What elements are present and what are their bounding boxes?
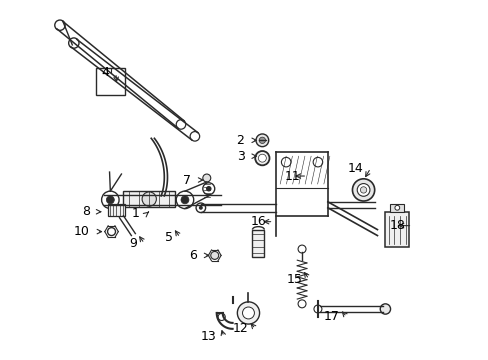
- Circle shape: [255, 151, 269, 165]
- Circle shape: [313, 305, 321, 313]
- Text: 1: 1: [131, 207, 139, 220]
- Circle shape: [102, 191, 119, 208]
- Circle shape: [196, 203, 205, 212]
- Circle shape: [142, 192, 156, 206]
- Circle shape: [259, 137, 265, 144]
- Text: 8: 8: [81, 205, 89, 218]
- Text: 17: 17: [323, 310, 339, 323]
- Text: 11: 11: [284, 170, 300, 183]
- Text: 7: 7: [183, 174, 190, 186]
- Text: 4: 4: [101, 66, 108, 79]
- Circle shape: [205, 186, 211, 192]
- Circle shape: [394, 206, 399, 210]
- Circle shape: [176, 191, 193, 208]
- Circle shape: [199, 206, 203, 210]
- Text: 9: 9: [129, 237, 137, 250]
- Text: 6: 6: [188, 249, 197, 262]
- Circle shape: [203, 183, 214, 195]
- Text: 15: 15: [285, 273, 302, 286]
- Circle shape: [181, 196, 188, 204]
- Circle shape: [256, 134, 268, 147]
- Circle shape: [203, 174, 210, 182]
- Bar: [96, 68, 125, 95]
- Text: 16: 16: [250, 215, 266, 228]
- Bar: [389, 204, 404, 212]
- Bar: [385, 212, 408, 247]
- Bar: [123, 191, 175, 207]
- Circle shape: [281, 157, 290, 167]
- Text: 5: 5: [165, 231, 173, 244]
- Circle shape: [352, 179, 374, 201]
- Text: 12: 12: [232, 322, 248, 336]
- Circle shape: [242, 307, 254, 319]
- Circle shape: [357, 184, 369, 196]
- Bar: [107, 204, 125, 216]
- Circle shape: [360, 187, 366, 193]
- Text: 13: 13: [201, 330, 216, 343]
- Circle shape: [210, 251, 218, 260]
- Text: 14: 14: [347, 162, 363, 175]
- Text: 18: 18: [388, 219, 405, 232]
- Circle shape: [237, 302, 259, 324]
- Text: 3: 3: [236, 150, 244, 163]
- Circle shape: [258, 154, 266, 162]
- Text: 2: 2: [236, 134, 244, 147]
- Circle shape: [380, 304, 390, 314]
- Text: 10: 10: [74, 225, 89, 238]
- Circle shape: [106, 196, 114, 204]
- Circle shape: [312, 157, 322, 167]
- Bar: [252, 230, 264, 257]
